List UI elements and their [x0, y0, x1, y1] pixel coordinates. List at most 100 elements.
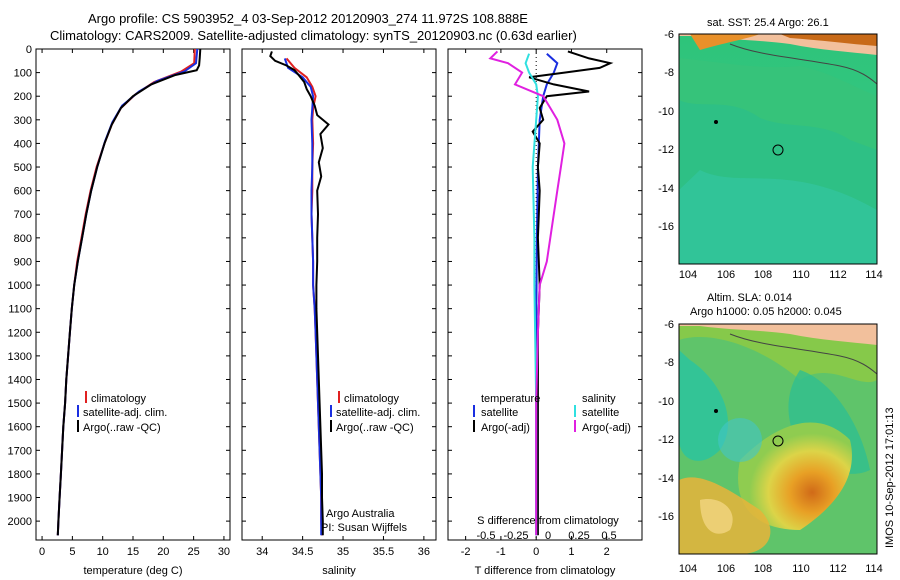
x-tick-label: -1 — [496, 546, 506, 558]
x-tick-label: 34 — [256, 546, 268, 558]
x-tick-label: 1 — [568, 546, 574, 558]
map-ytick: -8 — [664, 357, 674, 369]
map-ytick: -12 — [658, 434, 674, 446]
y-tick-label: 100 — [14, 68, 32, 80]
temperature-profile-series — [56, 49, 202, 536]
y-tick-label: 1600 — [8, 422, 32, 434]
sla-map-yticks: -6 -8 -10 -12 -14 -16 — [658, 319, 674, 523]
series-line-t-satellite — [535, 52, 559, 536]
x-tick-label: 20 — [157, 546, 169, 558]
footer-stamp: IMOS 10-Sep-2012 17:01:13 — [884, 407, 896, 548]
y-tick-label: 1900 — [8, 493, 32, 505]
salinity-profile-series — [269, 51, 330, 536]
map-ytick: -16 — [658, 221, 674, 233]
series-line-s-argo — [488, 50, 566, 536]
y-tick-label: 1700 — [8, 445, 32, 457]
x-tick-label: 36 — [418, 546, 430, 558]
y-tick-label: 1800 — [8, 469, 32, 481]
legend-t-argo: Argo(-adj) — [481, 422, 530, 434]
map-xtick: 108 — [754, 563, 772, 575]
series-line-s-satellite — [524, 53, 539, 536]
legend-t-satellite: satellite — [481, 407, 518, 419]
map-xtick: 110 — [792, 563, 810, 575]
annotation-pi: PI: Susan Wijffels — [321, 522, 407, 534]
temperature-axes — [35, 48, 231, 541]
x-tick-label: 35 — [337, 546, 349, 558]
map-xtick: 106 — [717, 269, 735, 281]
series-line-satellite — [283, 58, 323, 536]
difference-xlabel-top: S difference from climatology — [477, 515, 619, 527]
map-xtick: 110 — [792, 269, 810, 281]
sst-map-xticks: 104 106 108 110 112 114 — [679, 269, 883, 281]
s-tick: -0.25 — [503, 530, 528, 542]
legend-argo: Argo(..raw -QC) — [336, 422, 414, 434]
temperature-xlabel: temperature (deg C) — [83, 565, 182, 577]
difference-profile-series — [488, 50, 614, 536]
x-tick-label: 34.5 — [292, 546, 313, 558]
x-tick-label: 15 — [127, 546, 139, 558]
argo-position-marker — [772, 435, 784, 447]
legend-satellite: satellite-adj. clim. — [336, 407, 420, 419]
map-xtick: 106 — [717, 563, 735, 575]
sst-map — [678, 33, 878, 265]
s-tick: 0.5 — [601, 530, 616, 542]
map-ytick: -10 — [658, 396, 674, 408]
y-tick-label: 1100 — [8, 304, 32, 316]
map-ytick: -12 — [658, 144, 674, 156]
annotation-argo-australia: Argo Australia — [326, 508, 395, 520]
map-ytick: -6 — [664, 319, 674, 331]
island-marker — [714, 409, 718, 413]
sst-map-yticks: -6 -8 -10 -12 -14 -16 — [658, 29, 674, 233]
y-tick-label: 200 — [14, 91, 32, 103]
map-ytick: -6 — [664, 29, 674, 41]
sla-map-title-2: Argo h1000: 0.05 h2000: 0.045 — [690, 306, 842, 318]
y-tick-label: 1400 — [8, 374, 32, 386]
x-tick-label: 25 — [188, 546, 200, 558]
y-tick-label: 1500 — [8, 398, 32, 410]
legend-s-satellite: satellite — [582, 407, 619, 419]
island-marker — [714, 120, 718, 124]
map-xtick: 112 — [829, 563, 847, 575]
x-tick-label: 2 — [604, 546, 610, 558]
x-tick-label: 5 — [69, 546, 75, 558]
x-tick-label: 10 — [97, 546, 109, 558]
map-ytick: -14 — [658, 183, 674, 195]
map-xtick: 104 — [679, 563, 697, 575]
s-difference-ticks: -0.5 -0.25 0 0.25 0.5 — [477, 530, 617, 542]
title-line-1: Argo profile: CS 5903952_4 03-Sep-2012 2… — [88, 11, 528, 26]
x-tick-label: 35.5 — [373, 546, 394, 558]
x-tick-label: -2 — [461, 546, 471, 558]
sla-map-xticks: 104 106 108 110 112 114 — [679, 563, 883, 575]
legend-temperature-header: temperature — [481, 393, 540, 405]
legend-salinity-header: salinity — [582, 393, 616, 405]
y-tick-label: 300 — [14, 115, 32, 127]
x-tick-label: 0 — [39, 546, 45, 558]
legend-argo: Argo(..raw -QC) — [83, 422, 161, 434]
sla-map-title-1: Altim. SLA: 0.014 — [707, 292, 792, 304]
y-tick-label: 800 — [14, 233, 32, 245]
s-tick: 0 — [545, 530, 551, 542]
y-tick-label: 500 — [14, 162, 32, 174]
legend-s-argo: Argo(-adj) — [582, 422, 631, 434]
sla-map — [678, 323, 878, 555]
map-ytick: -8 — [664, 67, 674, 79]
y-tick-label: 2000 — [8, 516, 32, 528]
y-tick-label: 700 — [14, 209, 32, 221]
legend-satellite: satellite-adj. clim. — [83, 407, 167, 419]
legend-climatology: climatology — [91, 393, 147, 405]
map-ytick: -16 — [658, 511, 674, 523]
salinity-xlabel: salinity — [322, 565, 356, 577]
s-tick: 0.25 — [568, 530, 589, 542]
y-tick-label: 600 — [14, 186, 32, 198]
s-tick: -0.5 — [477, 530, 496, 542]
series-line-argo — [269, 51, 330, 536]
x-tick-label: 0 — [533, 546, 539, 558]
map-ytick: -10 — [658, 106, 674, 118]
map-ytick: -14 — [658, 473, 674, 485]
map-xtick: 112 — [829, 269, 847, 281]
legend-climatology: climatology — [344, 393, 400, 405]
difference-xlabel: T difference from climatology — [475, 565, 616, 577]
title-line-2: Climatology: CARS2009. Satellite-adjuste… — [50, 28, 577, 43]
y-tick-label: 0 — [26, 44, 32, 56]
